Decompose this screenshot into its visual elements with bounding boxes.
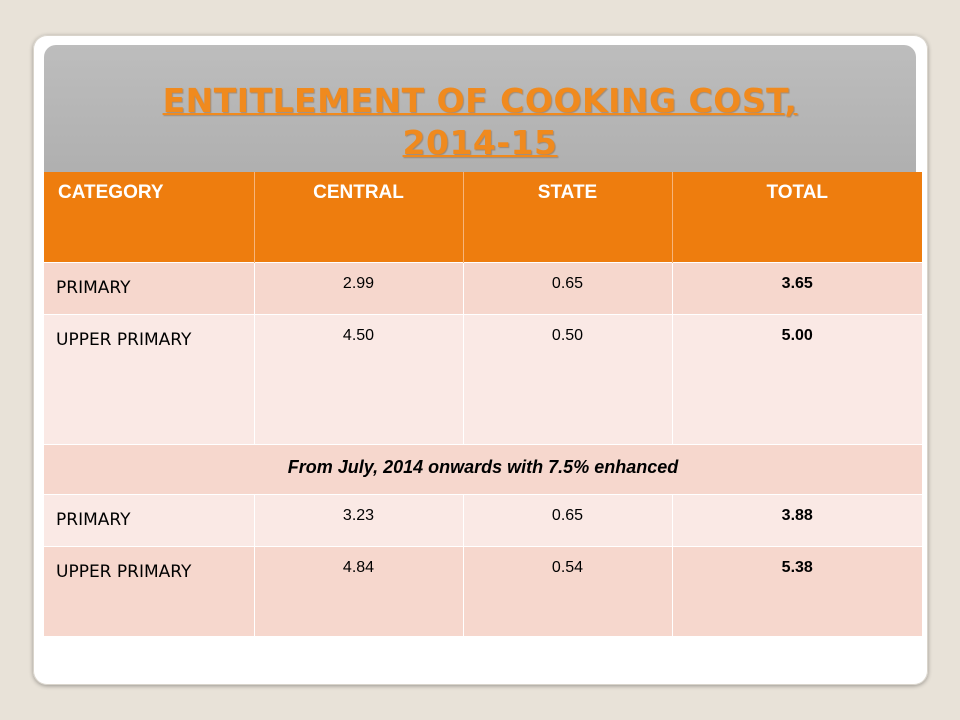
table-row: PRIMARY 2.99 0.65 3.65 [44, 261, 922, 314]
cell-category: UPPER PRIMARY [44, 545, 255, 636]
table-note-row: From July, 2014 onwards with 7.5% enhanc… [44, 443, 922, 494]
cell-total: 5.38 [672, 545, 922, 636]
cell-state: 0.50 [463, 313, 673, 444]
header-total: TOTAL [672, 172, 922, 262]
cell-central: 4.84 [254, 545, 464, 636]
cell-category: PRIMARY [44, 261, 255, 314]
header-central: CENTRAL [254, 172, 464, 262]
table-row: UPPER PRIMARY 4.84 0.54 5.38 [44, 545, 922, 636]
cell-central: 3.23 [254, 493, 464, 546]
cell-central: 4.50 [254, 313, 464, 444]
cooking-cost-table: CATEGORY CENTRAL STATE TOTAL PRIMARY 2.9… [44, 172, 922, 636]
cell-state: 0.54 [463, 545, 673, 636]
table-row: PRIMARY 3.23 0.65 3.88 [44, 493, 922, 546]
title-line-1: ENTITLEMENT OF COOKING COST, [162, 81, 798, 120]
cell-total: 3.88 [672, 493, 922, 546]
slide-title: ENTITLEMENT OF COOKING COST, 2014-15 [44, 80, 916, 164]
cell-state: 0.65 [463, 261, 673, 314]
cell-total: 5.00 [672, 313, 922, 444]
title-line-2: 2014-15 [402, 123, 558, 162]
cell-central: 2.99 [254, 261, 464, 314]
table-row: UPPER PRIMARY 4.50 0.50 5.00 [44, 313, 922, 444]
enhancement-note: From July, 2014 onwards with 7.5% enhanc… [44, 443, 922, 494]
cell-total: 3.65 [672, 261, 922, 314]
header-category: CATEGORY [44, 172, 255, 262]
cell-state: 0.65 [463, 493, 673, 546]
cell-category: PRIMARY [44, 493, 255, 546]
table-header-row: CATEGORY CENTRAL STATE TOTAL [44, 172, 922, 262]
header-state: STATE [463, 172, 673, 262]
cell-category: UPPER PRIMARY [44, 313, 255, 444]
